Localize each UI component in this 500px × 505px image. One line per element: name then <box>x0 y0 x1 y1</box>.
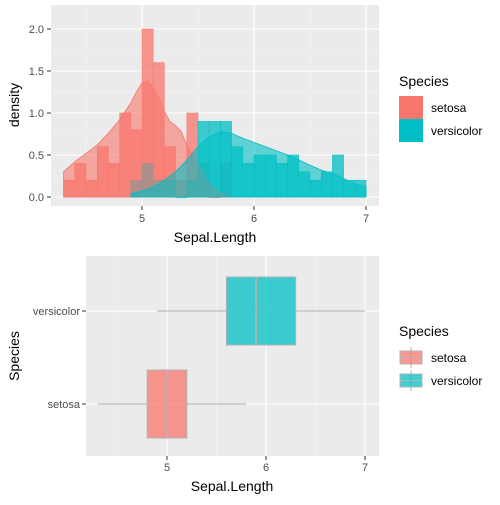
x-axis-title: Sepal.Length <box>174 229 257 245</box>
x-tick-label: 7 <box>363 213 369 225</box>
legend-label-versicolor: versicolor <box>431 124 482 138</box>
legend-label-setosa: setosa <box>431 351 467 365</box>
y-tick-label-versicolor: versicolor <box>33 306 80 318</box>
legend-key-versicolor <box>399 370 423 391</box>
legend-title: Species <box>399 73 449 89</box>
boxplot-versicolor <box>157 276 365 346</box>
x-tick-label: 6 <box>251 213 257 225</box>
x-tick-label: 5 <box>139 213 145 225</box>
y-tick-label: 2.0 <box>29 24 44 36</box>
x-tick-label: 6 <box>263 462 269 474</box>
legend-label-setosa: setosa <box>431 101 467 115</box>
x-axis-ticks: 5 6 7 <box>164 456 368 474</box>
boxplot-boxes <box>97 276 365 439</box>
y-axis-title: Species <box>6 331 22 381</box>
y-axis-ticks: 0.0 0.5 1.0 1.5 2.0 <box>29 24 51 204</box>
legend-swatch-setosa <box>399 96 423 119</box>
legend: Species setosa versicolor <box>399 323 482 391</box>
histogram-density-chart: 5 6 7 0.0 0.5 1.0 1.5 2.0 Sepal.Length density… <box>6 5 482 245</box>
box-iqr <box>225 276 297 346</box>
y-tick-label: 1.5 <box>29 66 44 78</box>
y-axis-title: density <box>6 83 22 127</box>
legend-key-setosa <box>399 347 423 368</box>
legend-swatch-versicolor <box>399 119 423 142</box>
y-axis-ticks: versicolor setosa <box>33 306 86 411</box>
x-axis-ticks: 5 6 7 <box>139 206 369 225</box>
y-tick-label: 1.0 <box>29 108 44 120</box>
density-areas <box>63 80 367 198</box>
x-tick-label: 7 <box>362 462 368 474</box>
density-area-versicolor <box>130 131 367 198</box>
legend-title: Species <box>399 323 449 339</box>
boxplot-chart: 5 6 7 versicolor setosa Sepal.Length Speci… <box>6 256 482 494</box>
y-tick-label: 0.0 <box>29 192 44 204</box>
legend-label-versicolor: versicolor <box>431 374 482 388</box>
y-tick-label-setosa: setosa <box>48 399 81 411</box>
boxplot-setosa <box>97 369 247 439</box>
x-axis-title: Sepal.Length <box>191 478 274 494</box>
legend: Species setosa versicolor <box>399 73 482 142</box>
x-tick-label: 5 <box>164 462 170 474</box>
y-tick-label: 0.5 <box>29 150 44 162</box>
